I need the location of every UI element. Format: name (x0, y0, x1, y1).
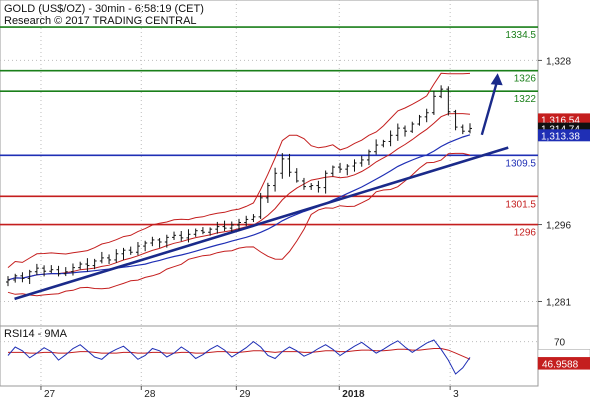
x-tick-label: 27 (44, 389, 56, 400)
price-badge (538, 129, 590, 142)
x-tick-label: 28 (144, 389, 156, 400)
level-label: 1296 (514, 228, 537, 239)
x-tick-label: 3 (453, 389, 459, 400)
price-badge-label: 1,316.54 (541, 115, 580, 126)
level-label: 1301.5 (505, 199, 536, 210)
support-resistance-levels: 1334.5 1326 1322 1309.5 1301.5 1296 (0, 26, 538, 239)
y-tick-label: 1,296 (546, 221, 571, 232)
bollinger-lower (7, 152, 471, 297)
x-tick-label: 2018 (342, 389, 365, 400)
price-badge (538, 113, 590, 126)
rsi-title: RSI14 - 9MA (4, 328, 68, 340)
y-tick-label: 1,328 (546, 56, 571, 67)
trend-lines (14, 73, 509, 301)
projection-arrow-head (490, 73, 503, 86)
rsi-line (7, 339, 471, 375)
rsi-badge (537, 357, 590, 370)
moving-average-line (7, 134, 471, 281)
level-label: 1326 (514, 74, 537, 85)
chart-title: GOLD (US$/OZ) - 30min - 6:58:19 (CET) (4, 3, 204, 15)
bollinger-upper (7, 72, 471, 268)
y-tick-label: 1,281 (546, 297, 571, 308)
rsi-badge-label: 46.9588 (542, 359, 579, 370)
level-label: 1309.5 (505, 158, 536, 169)
projection-arrow-shaft (480, 78, 499, 136)
level-label: 1334.5 (505, 30, 536, 41)
rsi-tick-label: 70 (554, 338, 566, 349)
rsi-lines (7, 339, 471, 375)
rsi-badge-label: 49.5201 (542, 351, 579, 362)
price-badge-label: 1,313.38 (541, 131, 580, 142)
bollinger-bands (7, 72, 471, 297)
x-tick-label: 29 (239, 389, 251, 400)
level-label: 1322 (514, 94, 537, 105)
gridlines (0, 0, 538, 386)
trend-line (14, 146, 509, 301)
chart-subtitle: Research © 2017 TRADING CENTRAL (4, 15, 197, 27)
price-bars (6, 85, 472, 287)
axes: 27 28 29 2018 3 1,328 1,296 1,281 70 (40, 56, 571, 400)
